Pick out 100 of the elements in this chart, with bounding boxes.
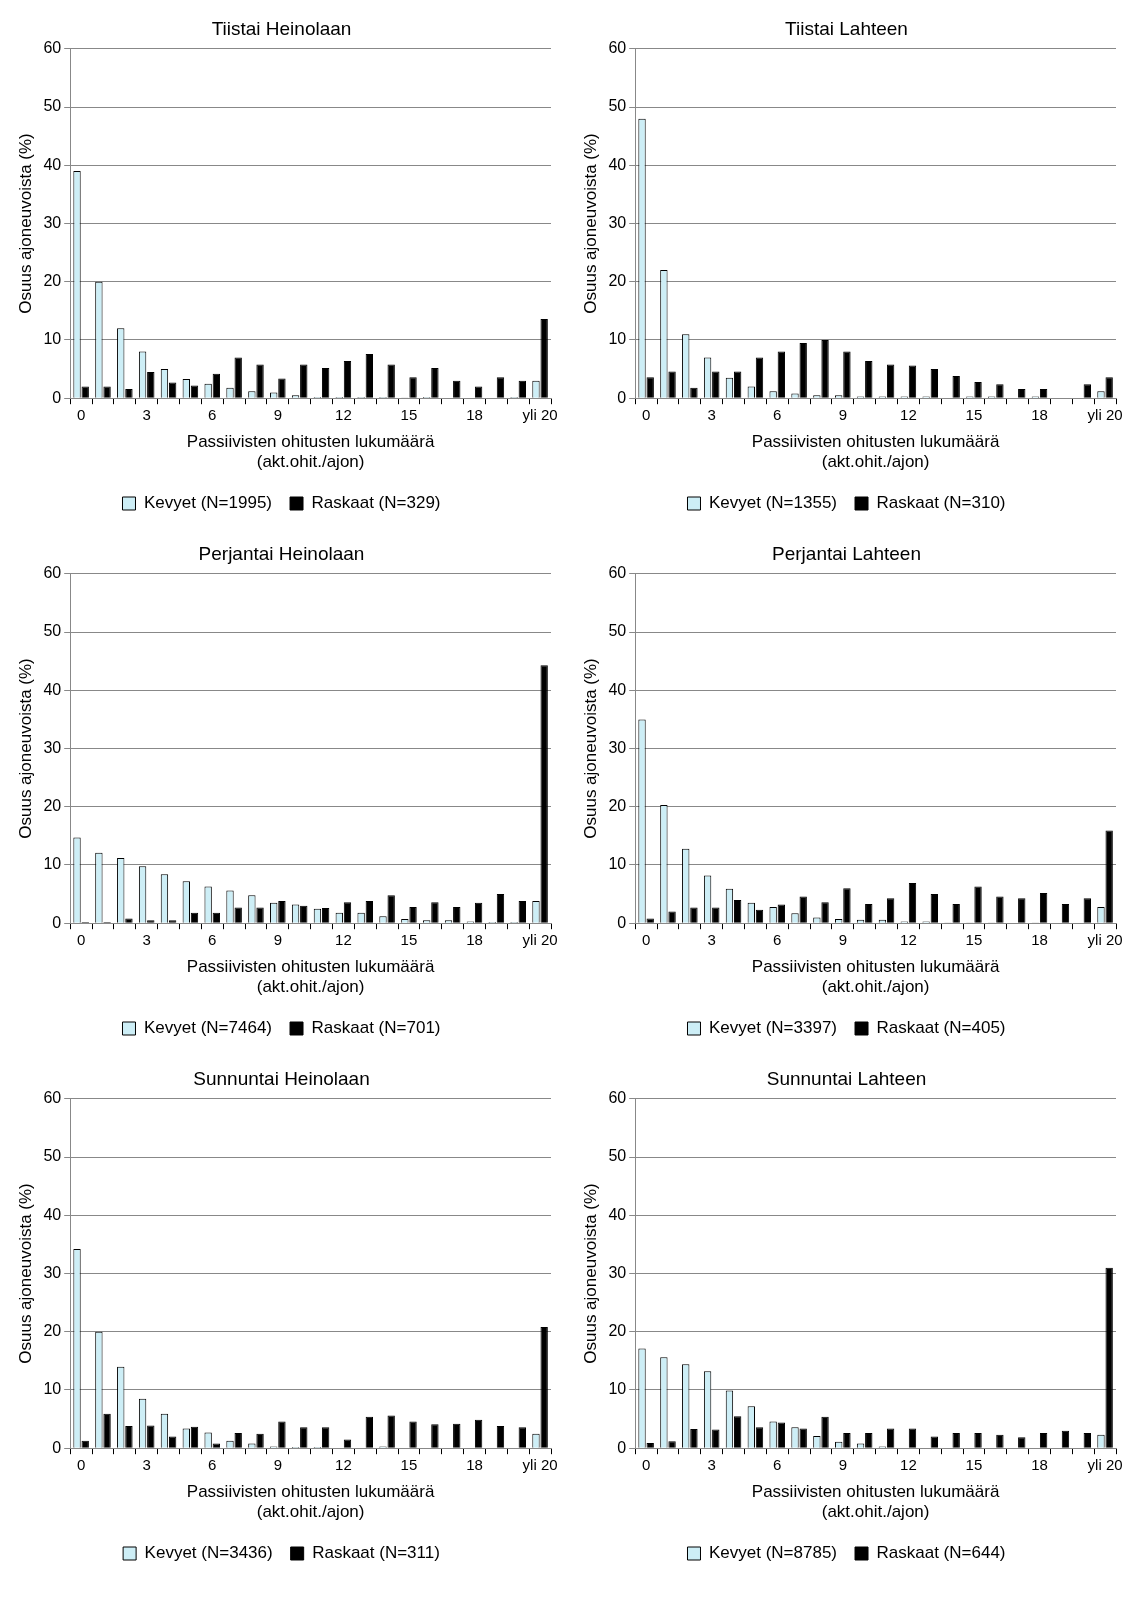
x-axis-title: Passiivisten ohitusten lukumäärä (akt.ohit./ajon) bbox=[186, 432, 435, 472]
bar bbox=[300, 1427, 308, 1448]
x-tick-label: 0 bbox=[641, 406, 651, 424]
bar bbox=[908, 365, 917, 398]
bar bbox=[431, 902, 439, 923]
x-tick-label: 3 bbox=[142, 406, 151, 424]
y-axis-title: Osuus ajoneuvoista (%) bbox=[15, 658, 35, 839]
x-tick-label: 0 bbox=[76, 931, 86, 949]
x-tick-label: 9 bbox=[273, 931, 282, 949]
bar bbox=[865, 360, 873, 398]
bar bbox=[712, 907, 720, 923]
y-tick-label: 0 bbox=[52, 388, 62, 406]
bar bbox=[908, 883, 917, 923]
chart-title: Tiistai Lahteen bbox=[785, 17, 908, 39]
legend-label: Raskaat (N=701) bbox=[311, 1018, 441, 1038]
y-tick-label: 0 bbox=[617, 1438, 627, 1456]
y-tick-label: 0 bbox=[52, 1438, 62, 1456]
y-tick-label: 0 bbox=[617, 913, 627, 931]
legend-label: Kevyet (N=1355) bbox=[708, 493, 838, 513]
x-tick-label: 9 bbox=[838, 1456, 847, 1474]
bar bbox=[343, 360, 352, 398]
legend-label: Kevyet (N=3436) bbox=[144, 1543, 273, 1563]
bar bbox=[518, 901, 526, 923]
y-tick-label: 60 bbox=[43, 1089, 62, 1107]
x-tick-label: 12 bbox=[335, 406, 352, 424]
x-tick-label: yli 20 bbox=[1087, 931, 1123, 949]
legend-label: Kevyet (N=7464) bbox=[143, 1018, 273, 1038]
y-tick-label: 30 bbox=[43, 213, 62, 231]
x-tick-label: 15 bbox=[400, 406, 418, 424]
bar bbox=[256, 1433, 264, 1448]
bar bbox=[777, 351, 786, 398]
bar bbox=[690, 907, 698, 923]
x-tick-label: 6 bbox=[773, 406, 782, 424]
y-tick-label: 60 bbox=[608, 1089, 627, 1107]
bar bbox=[690, 1428, 698, 1448]
bar bbox=[821, 1416, 829, 1448]
bar bbox=[1105, 1267, 1113, 1448]
bar bbox=[387, 895, 395, 923]
x-tick-label: 12 bbox=[335, 931, 352, 949]
bar bbox=[409, 377, 417, 398]
x-tick-label: 12 bbox=[900, 1456, 917, 1474]
bar bbox=[668, 371, 676, 398]
y-tick-label: 30 bbox=[608, 1263, 627, 1281]
bar bbox=[712, 371, 720, 398]
y-tick-label: 10 bbox=[43, 1380, 62, 1398]
x-tick-label: 0 bbox=[641, 931, 651, 949]
x-tick-label: 3 bbox=[142, 931, 151, 949]
chart-title: Perjantai Lahteen bbox=[772, 542, 921, 564]
bar bbox=[147, 1425, 155, 1448]
x-tick-label: 0 bbox=[76, 406, 86, 424]
x-axis-title: Passiivisten ohitusten lukumäärä (akt.ohit./ajon) bbox=[186, 1482, 435, 1522]
y-tick-label: 10 bbox=[608, 855, 627, 873]
bar bbox=[474, 1419, 483, 1448]
bar bbox=[431, 367, 439, 398]
x-tick-label: yli 20 bbox=[1087, 1456, 1123, 1474]
bar bbox=[496, 377, 505, 398]
x-axis-title: Passiivisten ohitusten lukumäärä (akt.ohit./ajon) bbox=[186, 957, 435, 997]
x-tick-label: 0 bbox=[641, 1456, 651, 1474]
bar bbox=[278, 901, 286, 923]
bar bbox=[1083, 898, 1091, 923]
bar bbox=[821, 339, 829, 398]
bar bbox=[431, 1424, 439, 1448]
x-tick-label: 15 bbox=[965, 1456, 983, 1474]
bar bbox=[996, 1434, 1004, 1448]
y-tick-label: 10 bbox=[43, 855, 62, 873]
y-axis-title: Osuus ajoneuvoista (%) bbox=[580, 1183, 600, 1364]
y-tick-label: 20 bbox=[608, 797, 627, 815]
legend-label: Kevyet (N=3397) bbox=[708, 1018, 838, 1038]
y-tick-label: 40 bbox=[608, 1205, 627, 1223]
x-tick-label: 6 bbox=[773, 1456, 782, 1474]
y-tick-label: 10 bbox=[608, 1380, 627, 1398]
x-tick-label: 0 bbox=[76, 1456, 86, 1474]
y-tick-label: 20 bbox=[43, 797, 62, 815]
bar bbox=[278, 1421, 286, 1448]
bar bbox=[755, 357, 764, 398]
bar bbox=[321, 367, 330, 398]
y-tick-label: 10 bbox=[608, 330, 627, 348]
bar bbox=[147, 372, 155, 398]
legend-label: Raskaat (N=311) bbox=[312, 1543, 440, 1563]
bar bbox=[256, 907, 264, 923]
y-tick-label: 50 bbox=[43, 622, 62, 640]
bar bbox=[103, 1413, 111, 1448]
x-tick-label: 15 bbox=[400, 1456, 418, 1474]
bar bbox=[125, 1426, 133, 1448]
x-tick-label: 3 bbox=[142, 1456, 151, 1474]
bar bbox=[409, 1421, 417, 1448]
x-tick-label: 6 bbox=[208, 1456, 217, 1474]
bar bbox=[190, 385, 199, 398]
bar bbox=[974, 381, 982, 398]
bar bbox=[843, 888, 851, 923]
y-tick-label: 40 bbox=[608, 680, 627, 698]
y-tick-label: 30 bbox=[43, 738, 62, 756]
y-tick-label: 10 bbox=[43, 330, 62, 348]
y-tick-label: 30 bbox=[43, 1263, 62, 1281]
x-tick-label: 12 bbox=[900, 931, 917, 949]
y-tick-label: 0 bbox=[617, 388, 627, 406]
y-tick-label: 20 bbox=[608, 1322, 627, 1340]
bar bbox=[886, 1428, 895, 1448]
bar bbox=[1039, 892, 1048, 923]
y-tick-label: 20 bbox=[43, 272, 62, 290]
